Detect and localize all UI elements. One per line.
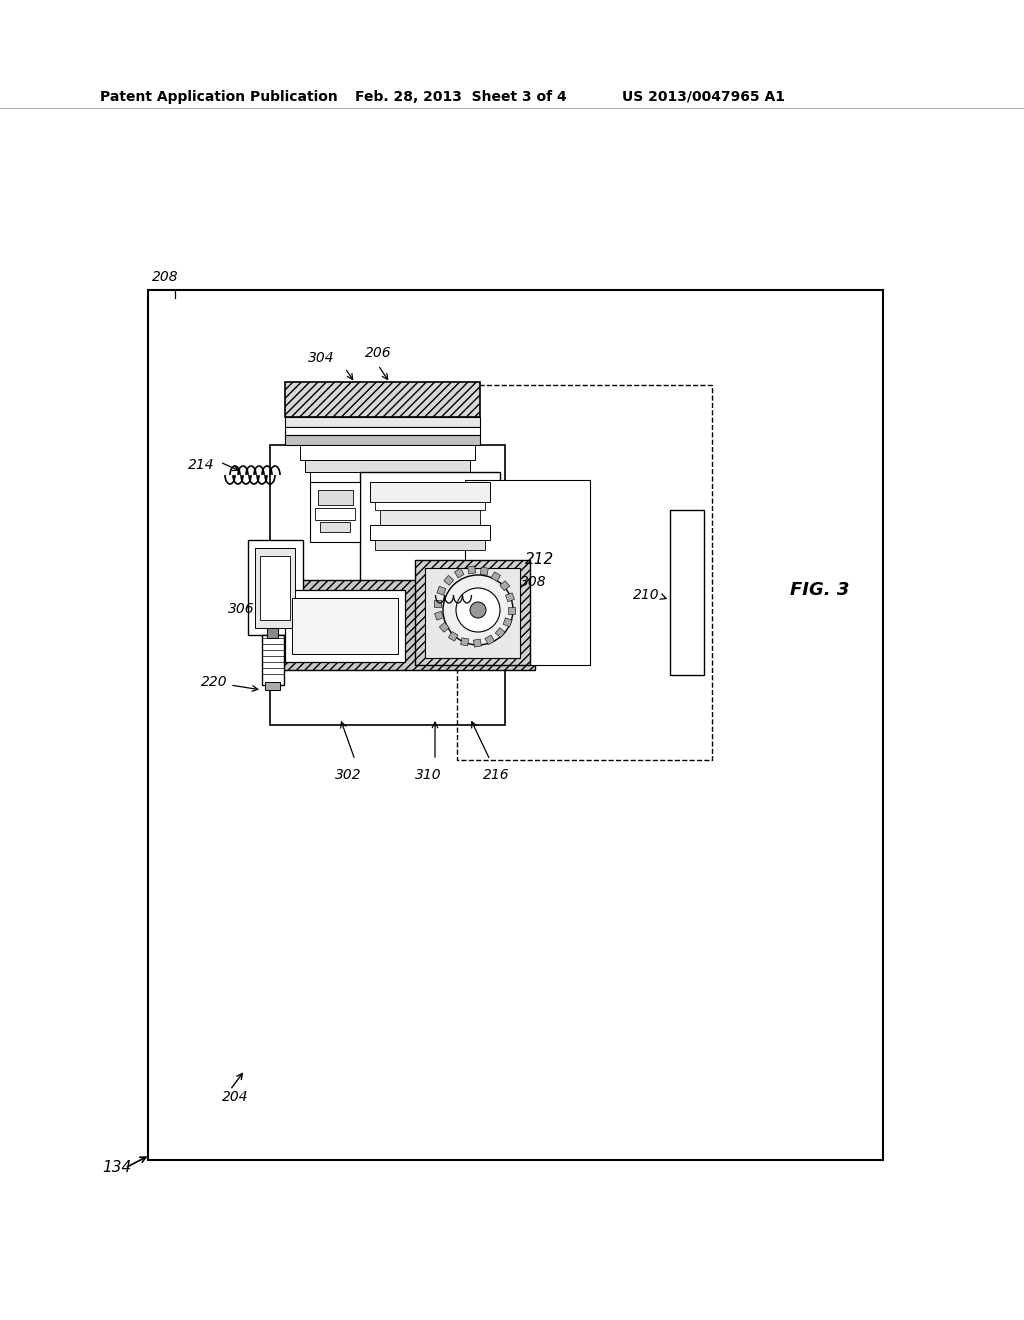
Bar [255,548,295,628]
Text: Patent Application Publication: Patent Application Publication [100,90,338,104]
Bar [415,560,530,665]
Bar [270,579,535,671]
Text: 302: 302 [335,768,361,781]
Bar [265,682,280,690]
Bar [503,618,512,627]
Text: US 2013/0047965 A1: US 2013/0047965 A1 [622,90,785,104]
Bar [285,436,480,445]
Bar [434,599,441,606]
Bar [425,568,520,657]
Bar [490,572,501,581]
Text: Feb. 28, 2013  Sheet 3 of 4: Feb. 28, 2013 Sheet 3 of 4 [355,90,566,104]
Bar [461,638,469,645]
Bar [310,473,465,482]
Text: 306: 306 [228,602,255,616]
Bar [457,385,712,760]
Bar [480,568,488,576]
Bar [473,639,481,647]
Text: 220: 220 [202,675,228,689]
Bar [267,628,278,638]
Text: 214: 214 [188,458,215,473]
Text: 308: 308 [520,576,547,589]
Bar [434,611,443,620]
Bar [270,445,505,725]
Bar [315,508,355,520]
Bar [148,290,883,1160]
Bar [285,417,480,426]
Text: 212: 212 [525,553,555,568]
Bar [360,473,500,647]
Text: 216: 216 [483,768,510,781]
Text: 310: 310 [415,768,441,781]
Bar [370,482,490,502]
Bar [468,566,476,574]
Bar [370,525,490,540]
Bar [260,556,290,620]
Bar [310,482,360,543]
Bar [318,490,353,506]
Bar [496,628,505,638]
Bar [439,622,450,632]
Bar [508,606,514,614]
Bar [305,459,470,473]
Bar [300,445,475,459]
Bar [262,635,284,685]
Text: 134: 134 [102,1160,131,1176]
Bar [485,635,495,644]
Bar [285,426,480,436]
Bar [375,502,485,510]
Text: 206: 206 [365,346,391,360]
Bar [506,593,514,602]
Bar [500,581,510,590]
Text: FIG. 3: FIG. 3 [790,581,849,599]
Bar [285,590,406,663]
Text: 204: 204 [222,1090,249,1104]
Text: 210: 210 [634,587,660,602]
Bar [292,598,398,653]
Bar [455,569,464,578]
Bar [449,631,458,642]
Bar [670,510,705,675]
Bar [319,521,350,532]
Bar [248,540,303,635]
Circle shape [470,602,486,618]
Text: 304: 304 [308,351,335,366]
Bar [375,540,485,550]
Circle shape [456,587,500,632]
Bar [380,510,480,525]
Bar [285,381,480,417]
Bar [443,576,454,585]
Bar [465,480,590,665]
Text: 208: 208 [152,271,178,284]
Circle shape [443,576,513,645]
Bar [437,586,445,595]
